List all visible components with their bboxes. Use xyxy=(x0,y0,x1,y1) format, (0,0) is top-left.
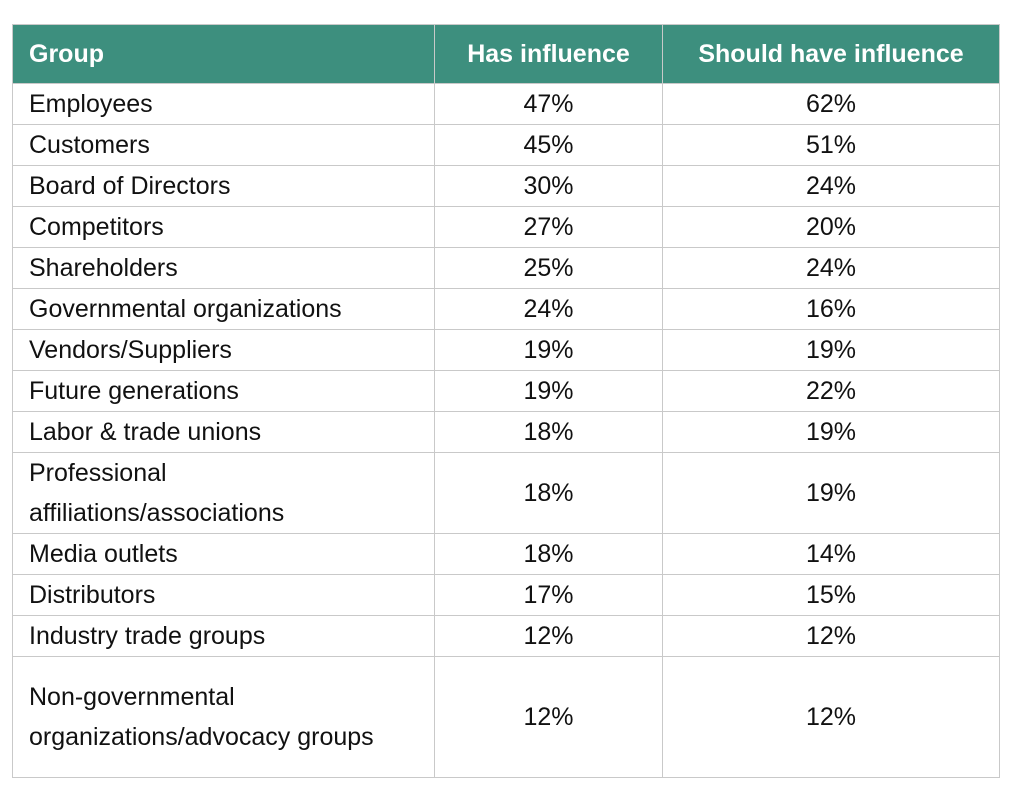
has-influence-cell: 19% xyxy=(434,370,663,412)
table-row: Board of Directors 30% 24% xyxy=(12,165,1000,207)
group-cell: Distributors xyxy=(12,574,435,616)
header-row: Group Has influence Should have influenc… xyxy=(12,24,1000,84)
table-row: Industry trade groups 12% 12% xyxy=(12,615,1000,657)
table-row: Future generations 19% 22% xyxy=(12,370,1000,412)
group-cell: Board of Directors xyxy=(12,165,435,207)
has-influence-cell: 24% xyxy=(434,288,663,330)
table-row: Competitors 27% 20% xyxy=(12,206,1000,248)
should-have-influence-cell: 12% xyxy=(662,615,1000,657)
group-cell: Future generations xyxy=(12,370,435,412)
should-have-influence-cell: 20% xyxy=(662,206,1000,248)
should-have-influence-cell: 19% xyxy=(662,411,1000,453)
table-row: Vendors/Suppliers 19% 19% xyxy=(12,329,1000,371)
should-have-influence-cell: 15% xyxy=(662,574,1000,616)
should-have-influence-cell: 62% xyxy=(662,83,1000,125)
table-row: Shareholders 25% 24% xyxy=(12,247,1000,289)
should-have-influence-cell: 12% xyxy=(662,656,1000,778)
should-have-influence-cell: 51% xyxy=(662,124,1000,166)
group-cell: Employees xyxy=(12,83,435,125)
should-have-influence-cell: 24% xyxy=(662,247,1000,289)
has-influence-cell: 27% xyxy=(434,206,663,248)
group-cell: Shareholders xyxy=(12,247,435,289)
should-have-influence-cell: 19% xyxy=(662,329,1000,371)
has-influence-cell: 25% xyxy=(434,247,663,289)
has-influence-cell: 19% xyxy=(434,329,663,371)
should-have-influence-cell: 22% xyxy=(662,370,1000,412)
table-row: Professional affiliations/associations 18… xyxy=(12,452,1000,534)
has-influence-cell: 30% xyxy=(434,165,663,207)
has-influence-cell: 18% xyxy=(434,533,663,575)
table-row: Labor & trade unions 18% 19% xyxy=(12,411,1000,453)
has-influence-cell: 12% xyxy=(434,615,663,657)
table-row: Media outlets 18% 14% xyxy=(12,533,1000,575)
group-cell: Industry trade groups xyxy=(12,615,435,657)
group-cell: Labor & trade unions xyxy=(12,411,435,453)
has-influence-cell: 45% xyxy=(434,124,663,166)
has-influence-cell: 18% xyxy=(434,452,663,534)
should-have-influence-cell: 19% xyxy=(662,452,1000,534)
table-row: Governmental organizations 24% 16% xyxy=(12,288,1000,330)
group-cell: Media outlets xyxy=(12,533,435,575)
header-has-influence: Has influence xyxy=(434,24,663,84)
should-have-influence-cell: 24% xyxy=(662,165,1000,207)
has-influence-cell: 18% xyxy=(434,411,663,453)
group-cell: Professional affiliations/associations xyxy=(12,452,435,534)
has-influence-cell: 12% xyxy=(434,656,663,778)
should-have-influence-cell: 14% xyxy=(662,533,1000,575)
table-body: Employees 47% 62% Customers 45% 51% Board of D… xyxy=(12,83,1000,778)
has-influence-cell: 47% xyxy=(434,83,663,125)
header-group: Group xyxy=(12,24,435,84)
group-cell: Vendors/Suppliers xyxy=(12,329,435,371)
table-row: Non-governmental organizations/advocacy … xyxy=(12,656,1000,778)
influence-table: Group Has influence Should have influenc… xyxy=(12,24,1000,778)
group-cell: Non-governmental organizations/advocacy … xyxy=(12,656,435,778)
table-row: Employees 47% 62% xyxy=(12,83,1000,125)
group-cell: Customers xyxy=(12,124,435,166)
has-influence-cell: 17% xyxy=(434,574,663,616)
table-row: Distributors 17% 15% xyxy=(12,574,1000,616)
should-have-influence-cell: 16% xyxy=(662,288,1000,330)
table-row: Customers 45% 51% xyxy=(12,124,1000,166)
header-should-have-influence: Should have influence xyxy=(662,24,1000,84)
group-cell: Competitors xyxy=(12,206,435,248)
group-cell: Governmental organizations xyxy=(12,288,435,330)
